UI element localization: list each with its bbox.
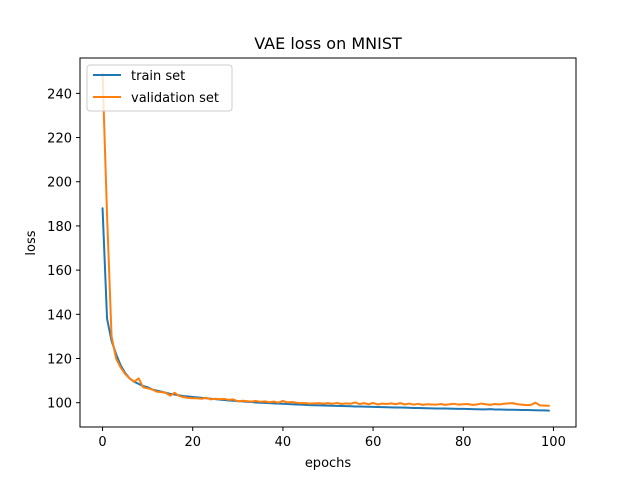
- legend-box: [86, 64, 233, 112]
- x-tick-label: 0: [98, 435, 106, 450]
- y-tick-label: 120: [47, 353, 72, 368]
- y-tick-label: 200: [47, 176, 72, 191]
- y-tick-label: 220: [47, 132, 72, 147]
- plot-area: [101, 72, 550, 412]
- y-tick-label: 180: [47, 220, 72, 235]
- chart-title: VAE loss on MNIST: [254, 34, 402, 53]
- x-axis-label: epochs: [305, 456, 352, 471]
- legend-label-train-set: train set: [131, 69, 185, 84]
- series-line-validation-set: [101, 72, 550, 407]
- axis-ticks: 0 20 40 60 80 100 100 120 140 160 180 200 220 240: [47, 87, 566, 450]
- x-tick-label: 20: [184, 435, 201, 450]
- y-tick-label: 100: [47, 397, 72, 412]
- y-tick-label: 240: [47, 87, 72, 102]
- axes-frame: [79, 57, 577, 428]
- y-tick-label: 160: [47, 264, 72, 279]
- legend-label-validation-set: validation set: [131, 91, 219, 106]
- x-tick-label: 60: [365, 435, 382, 450]
- y-axis-label: loss: [24, 230, 39, 255]
- x-tick-label: 100: [541, 435, 566, 450]
- x-tick-label: 80: [455, 435, 472, 450]
- y-tick-label: 140: [47, 308, 72, 323]
- legend: train set validation set: [86, 64, 233, 112]
- x-tick-label: 40: [275, 435, 292, 450]
